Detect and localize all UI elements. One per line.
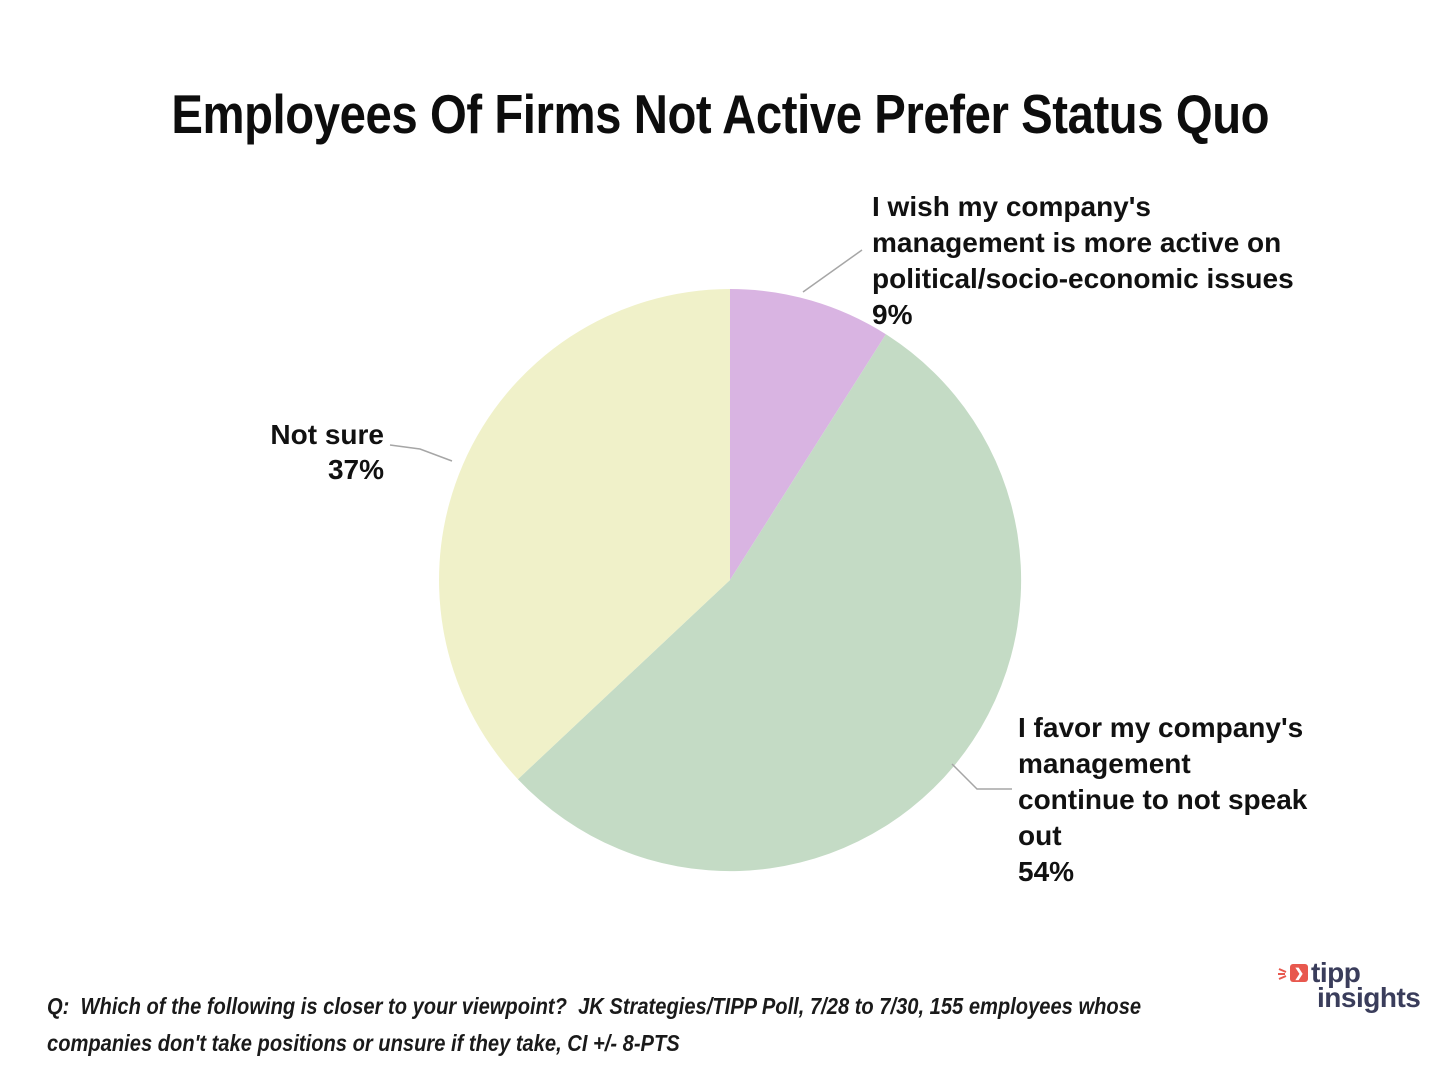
logo-row-tipp: ❯ tipp [1277, 957, 1440, 989]
pie-slice-wish [730, 289, 886, 580]
source-footnote: Q: Which of the following is closer to y… [47, 993, 1142, 1056]
slice-label-wish: I wish my company's management is more a… [872, 191, 1294, 330]
page-title-text: Employees Of Firms Not Active Prefer Sta… [171, 83, 1269, 145]
slice-label-not-sure: Not sure 37% [270, 419, 384, 485]
pie-slice-favor [517, 334, 1022, 872]
pie-slice-not-sure [439, 289, 730, 780]
tipp-insights-logo: ❯ tipp insights [1277, 957, 1440, 1014]
logo-arrow-icon: ❯ [1290, 964, 1308, 982]
logo-text-tipp: tipp [1311, 957, 1361, 988]
leader-line-not-sure [389, 444, 453, 462]
pie-slices-group [439, 289, 1022, 872]
leader-line-wish [802, 249, 863, 293]
logo-text-insights: insights [1317, 982, 1421, 1013]
page-title: Employees Of Firms Not Active Prefer Sta… [0, 82, 1440, 146]
logo-row-insights: insights [1317, 982, 1440, 1014]
slice-label-favor: I favor my company's management continue… [1018, 712, 1308, 887]
logo-sound-marks-icon [1278, 968, 1287, 980]
leader-line-favor [951, 763, 1012, 790]
